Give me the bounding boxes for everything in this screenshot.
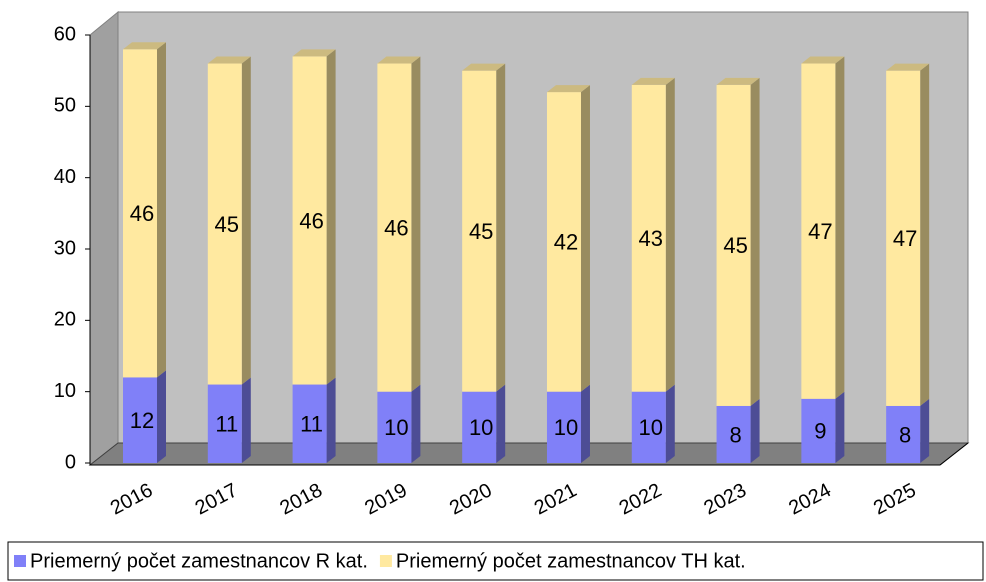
bar [801,398,836,463]
legend-label: Priemerný počet zamestnancov TH kat. [396,550,746,572]
bar [716,405,751,463]
bar [123,377,157,463]
bar-top [207,56,251,64]
bar [123,49,157,378]
bar [801,63,836,399]
value-label: 45 [469,219,493,244]
bar-side [835,391,845,463]
bar [631,84,666,392]
value-label: 12 [130,408,154,433]
bar [631,391,666,463]
bar-side [580,85,590,392]
bar-top [631,77,675,85]
x-tick-label: 2022 [616,479,666,519]
bar-side [496,63,506,392]
x-tick-label: 2019 [361,479,411,519]
bar-top [292,49,336,57]
bar-side [920,398,930,463]
y-tick-label: 60 [54,23,76,45]
bar-side [326,49,336,385]
x-tick-label: 2017 [192,479,242,519]
bar [377,63,412,392]
bar [886,405,921,463]
value-label: 10 [384,415,408,440]
bar [207,63,242,385]
y-tick-label: 10 [54,380,76,402]
bar-side [241,56,251,385]
y-tick-label: 40 [54,166,76,188]
value-label: 10 [639,415,663,440]
side-wall [89,10,119,467]
value-label: 46 [130,201,154,226]
bar [377,391,412,463]
bar-side [920,63,930,406]
value-label: 47 [808,219,832,244]
bar-top [546,85,590,93]
value-label: 10 [554,415,578,440]
bar-side [665,384,675,463]
bar-side [750,398,760,463]
value-label: 42 [554,230,578,255]
legend-swatch [14,555,26,567]
x-tick-label: 2025 [870,479,920,519]
y-tick-label: 20 [54,309,76,331]
bar-side [157,42,166,378]
value-label: 45 [215,212,239,237]
bar [462,391,497,463]
bar-top [123,42,166,50]
bar-side [580,384,590,463]
x-tick-label: 2021 [531,479,581,519]
x-tick-label: 2023 [700,479,750,519]
x-tick-label: 2018 [276,479,326,519]
bar-side [665,77,675,392]
bar-top [886,63,930,71]
bar [886,70,921,406]
bar-side [835,56,845,399]
bar [292,384,327,463]
bar-side [326,377,336,463]
bar [546,391,581,463]
y-tick-label: 30 [54,237,76,259]
legend-swatch [379,555,392,567]
value-label: 45 [723,233,747,258]
x-tick-label: 2016 [107,479,157,519]
bar [292,56,327,385]
bar-top [377,56,421,64]
value-label: 46 [299,208,323,233]
value-label: 8 [899,422,911,447]
value-label: 11 [215,412,238,437]
bar [207,384,242,463]
bar-top [462,63,506,71]
bar-side [241,377,251,463]
bar [546,92,581,392]
bar [462,70,497,392]
value-label: 43 [639,226,663,251]
bar-side [411,56,421,392]
y-tick-label: 0 [65,451,76,473]
bar-side [750,77,760,406]
x-tick-label: 2020 [446,479,496,519]
value-label: 11 [300,412,323,437]
floor-edge [939,442,969,466]
value-label: 47 [893,226,917,251]
legend-label: Priemerný počet zamestnancov R kat. [30,550,368,572]
legend [7,541,984,581]
bar [716,84,751,406]
bar-side [411,384,421,463]
bar-top [716,77,760,85]
value-label: 46 [384,215,408,240]
value-label: 8 [729,422,741,447]
bar-side [496,384,506,463]
value-label: 9 [814,419,826,444]
bar-top [801,56,845,64]
x-tick-label: 2024 [785,479,835,519]
bar-side [157,370,166,463]
value-label: 10 [469,415,493,440]
y-tick-label: 50 [54,95,76,117]
